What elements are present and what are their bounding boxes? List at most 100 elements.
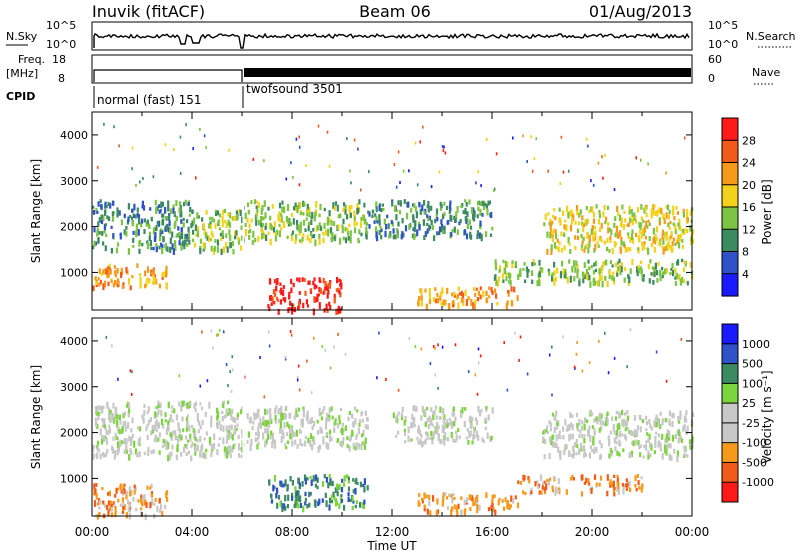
heatmap-cell — [645, 415, 648, 420]
heatmap-cell — [547, 268, 550, 273]
heatmap-cell — [585, 268, 588, 275]
heatmap-cell — [397, 430, 400, 435]
heatmap-cell — [571, 266, 574, 273]
heatmap-cell — [485, 298, 489, 304]
heatmap-cell — [613, 241, 616, 248]
heatmap-cell — [598, 414, 601, 422]
heatmap-cell — [585, 137, 588, 141]
heatmap-cell — [435, 208, 439, 216]
heatmap-cell — [113, 265, 116, 269]
heatmap-cell — [668, 430, 671, 438]
heatmap-cell — [493, 276, 496, 281]
heatmap-cell — [464, 508, 467, 512]
heatmap-cell — [416, 436, 419, 441]
heatmap-cell — [337, 214, 340, 219]
heatmap-cell — [336, 204, 339, 212]
heatmap-cell — [175, 454, 178, 459]
heatmap-cell — [595, 482, 598, 487]
heatmap-cell — [299, 502, 302, 508]
heatmap-cell — [132, 497, 135, 502]
heatmap-cell — [452, 303, 455, 307]
heatmap-cell — [92, 245, 95, 250]
heatmap-cell — [364, 437, 367, 444]
heatmap-cell — [93, 227, 96, 233]
heatmap-cell — [309, 492, 312, 496]
heatmap-cell — [199, 127, 201, 131]
heatmap-cell — [672, 205, 675, 213]
heatmap-cell — [522, 267, 525, 271]
colorbar-tick-label: -500 — [742, 456, 767, 469]
colorbar-frame — [721, 323, 739, 503]
heatmap-cell — [385, 377, 387, 381]
heatmap-cell — [636, 270, 639, 277]
heatmap-cell — [336, 438, 339, 443]
heatmap-cell — [301, 237, 304, 242]
y-tick-label: 1000 — [60, 472, 88, 485]
heatmap-cell — [607, 435, 610, 440]
heatmap-cell — [179, 171, 182, 175]
heatmap-cell — [335, 308, 338, 315]
heatmap-cell — [265, 439, 268, 445]
heatmap-cell — [518, 358, 520, 362]
heatmap-cell — [316, 293, 319, 298]
heatmap-cell — [555, 245, 558, 250]
heatmap-cell — [439, 206, 443, 211]
heatmap-cell — [346, 214, 349, 220]
heatmap-cell — [155, 419, 159, 426]
heatmap-cell — [442, 417, 445, 424]
heatmap-cell — [407, 201, 410, 208]
heatmap-cell — [587, 481, 591, 486]
heatmap-cell — [191, 441, 194, 447]
heatmap-cell — [655, 421, 658, 428]
heatmap-cell — [557, 446, 560, 453]
heatmap-cell — [224, 219, 227, 224]
heatmap-cell — [554, 216, 557, 221]
heatmap-cell — [197, 226, 200, 231]
heatmap-cell — [129, 215, 132, 218]
heatmap-cell — [657, 261, 660, 266]
heatmap-cell — [534, 481, 537, 487]
heatmap-cell — [125, 404, 129, 408]
heatmap-cell — [666, 204, 670, 211]
heatmap-cell — [629, 237, 632, 243]
noise-left-top-tick: 10^5 — [46, 19, 76, 32]
heatmap-cell — [641, 419, 645, 423]
heatmap-cell — [552, 228, 555, 234]
heatmap-cell — [136, 452, 139, 458]
heatmap-cell — [611, 274, 614, 281]
heatmap-cell — [664, 438, 667, 444]
heatmap-cell — [373, 220, 376, 224]
heatmap-cell — [606, 238, 609, 243]
heatmap-cell — [603, 240, 606, 245]
heatmap-cell — [638, 415, 641, 420]
heatmap-cell — [410, 207, 413, 213]
heatmap-cell — [185, 452, 188, 456]
heatmap-cell — [122, 412, 125, 419]
heatmap-cell — [279, 427, 282, 434]
heatmap-cell — [235, 427, 238, 432]
heatmap-cell — [195, 176, 197, 180]
heatmap-cell — [93, 240, 96, 247]
heatmap-cell — [162, 238, 165, 242]
heatmap-cell — [576, 423, 579, 430]
heatmap-cell — [656, 226, 659, 233]
heatmap-cell — [317, 293, 320, 297]
heatmap-cell — [114, 408, 117, 415]
heatmap-cell — [464, 207, 467, 215]
heatmap-cell — [298, 230, 301, 236]
heatmap-cell — [589, 409, 592, 415]
heatmap-cell — [299, 211, 303, 216]
heatmap-cell — [652, 279, 655, 284]
heatmap-cell — [218, 213, 222, 218]
heatmap-cell — [606, 411, 609, 417]
heatmap-cell — [99, 428, 102, 436]
heatmap-cell — [475, 287, 478, 291]
heatmap-cell — [237, 443, 241, 451]
heatmap-cell — [164, 419, 167, 423]
heatmap-cell — [291, 495, 294, 501]
heatmap-cell — [201, 217, 204, 222]
heatmap-cell — [570, 217, 574, 225]
heatmap-cell — [548, 452, 551, 459]
heatmap-cell — [140, 221, 143, 228]
heatmap-cell — [575, 452, 578, 456]
